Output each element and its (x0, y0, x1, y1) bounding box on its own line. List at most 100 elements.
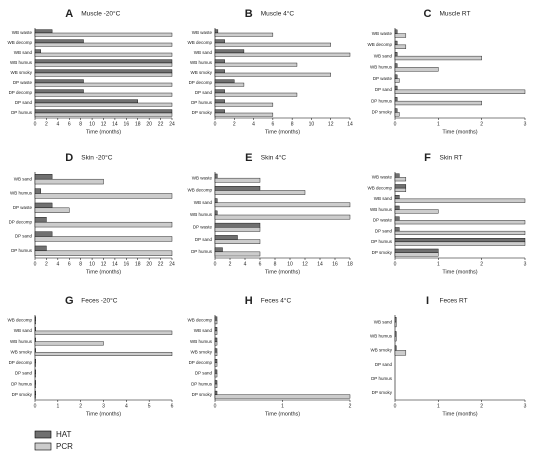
category-label: WB smoky (370, 348, 392, 353)
bar (214, 369, 218, 374)
bar (34, 72, 173, 77)
bar (214, 330, 218, 335)
panel-letter: I (426, 295, 429, 307)
bar (34, 188, 41, 194)
category-label: WB sand (14, 50, 33, 55)
panel-letter: D (65, 152, 73, 164)
category-label: WB decomp (367, 185, 392, 190)
x-tick-label: 24 (169, 121, 175, 127)
bar (34, 99, 138, 104)
bar (394, 331, 397, 337)
bar (394, 177, 407, 182)
category-label: DP waste (373, 76, 393, 81)
category-label: WB humus (190, 60, 213, 65)
category-label: DP humus (371, 98, 393, 103)
bar (34, 82, 173, 87)
category-label: WB sand (374, 319, 393, 324)
bar (394, 238, 526, 243)
x-tick-label: 1 (437, 403, 440, 409)
x-tick-label: 4 (56, 121, 59, 127)
x-tick-label: 16 (124, 121, 130, 127)
bar (34, 327, 36, 332)
bar (214, 210, 218, 216)
x-tick-label: 14 (317, 261, 323, 267)
bar (394, 97, 398, 102)
bar (34, 337, 36, 342)
bar (34, 320, 36, 325)
bar (394, 52, 398, 57)
bar (34, 373, 36, 378)
category-label: DP humus (11, 381, 33, 386)
bar (34, 369, 36, 374)
bar (214, 337, 218, 342)
panel-letter: C (424, 8, 432, 20)
bar (394, 220, 526, 225)
bar (394, 252, 439, 257)
category-label: DP humus (371, 239, 393, 244)
legend-label: PCR (56, 442, 73, 451)
category-label: DP sand (195, 90, 213, 95)
bar (394, 317, 397, 323)
bar (214, 235, 238, 240)
x-tick-label: 10 (89, 121, 95, 127)
category-label: WB decomp (7, 40, 32, 45)
panel-title: Feces 4°C (261, 297, 292, 305)
bar (394, 345, 397, 351)
x-tick-label: 1 (56, 403, 59, 409)
bar (34, 109, 173, 114)
x-tick-label: 0 (214, 403, 217, 409)
x-tick-label: 4 (125, 403, 128, 409)
bar (394, 85, 398, 91)
bar (214, 383, 218, 388)
bar (34, 359, 36, 364)
bar (214, 69, 225, 74)
bar (34, 217, 47, 223)
panel-title: Skin 4°C (261, 154, 287, 162)
x-tick-label: 4 (252, 121, 255, 127)
bar (394, 33, 407, 38)
bar (34, 341, 104, 346)
x-tick-label: 2 (233, 121, 236, 127)
x-tick-label: 14 (112, 261, 118, 267)
bar (34, 193, 173, 199)
x-tick-label: 2 (480, 403, 483, 409)
bar (34, 383, 36, 388)
category-label: WB waste (372, 31, 393, 36)
category-label: WB decomp (187, 188, 212, 193)
bar (34, 92, 173, 97)
bar (394, 230, 526, 235)
bar (34, 42, 173, 47)
category-label: WB humus (370, 65, 393, 70)
bar (34, 351, 173, 356)
category-label: DP smoky (372, 110, 393, 115)
bar (214, 177, 261, 183)
x-tick-label: 14 (347, 121, 353, 127)
x-tick-label: 1 (437, 261, 440, 267)
bar (34, 221, 173, 228)
bar (394, 63, 398, 68)
x-tick-label: 2 (229, 261, 232, 267)
category-label: DP humus (11, 110, 33, 115)
bar (214, 327, 218, 332)
x-tick-label: 1 (437, 121, 440, 127)
bar (214, 348, 218, 353)
bar (214, 186, 261, 191)
x-tick-label: 3 (524, 261, 527, 267)
bar (394, 209, 439, 214)
x-tick-label: 6 (68, 261, 71, 267)
bar (34, 390, 36, 395)
bar (394, 321, 397, 328)
bar (394, 55, 482, 61)
x-tick-label: 4 (56, 261, 59, 267)
panel-letter: E (245, 152, 252, 164)
x-axis-title: Time (months) (442, 411, 477, 417)
panel-title: Muscle -20°C (81, 10, 120, 18)
bar (394, 198, 526, 203)
x-tick-label: 16 (124, 261, 130, 267)
bar (34, 29, 53, 34)
category-label: WB sand (194, 328, 213, 333)
panel-title: Muscle 4°C (261, 10, 295, 18)
category-label: DP decomp (189, 80, 213, 85)
x-tick-label: 6 (68, 121, 71, 127)
x-tick-label: 24 (169, 261, 175, 267)
